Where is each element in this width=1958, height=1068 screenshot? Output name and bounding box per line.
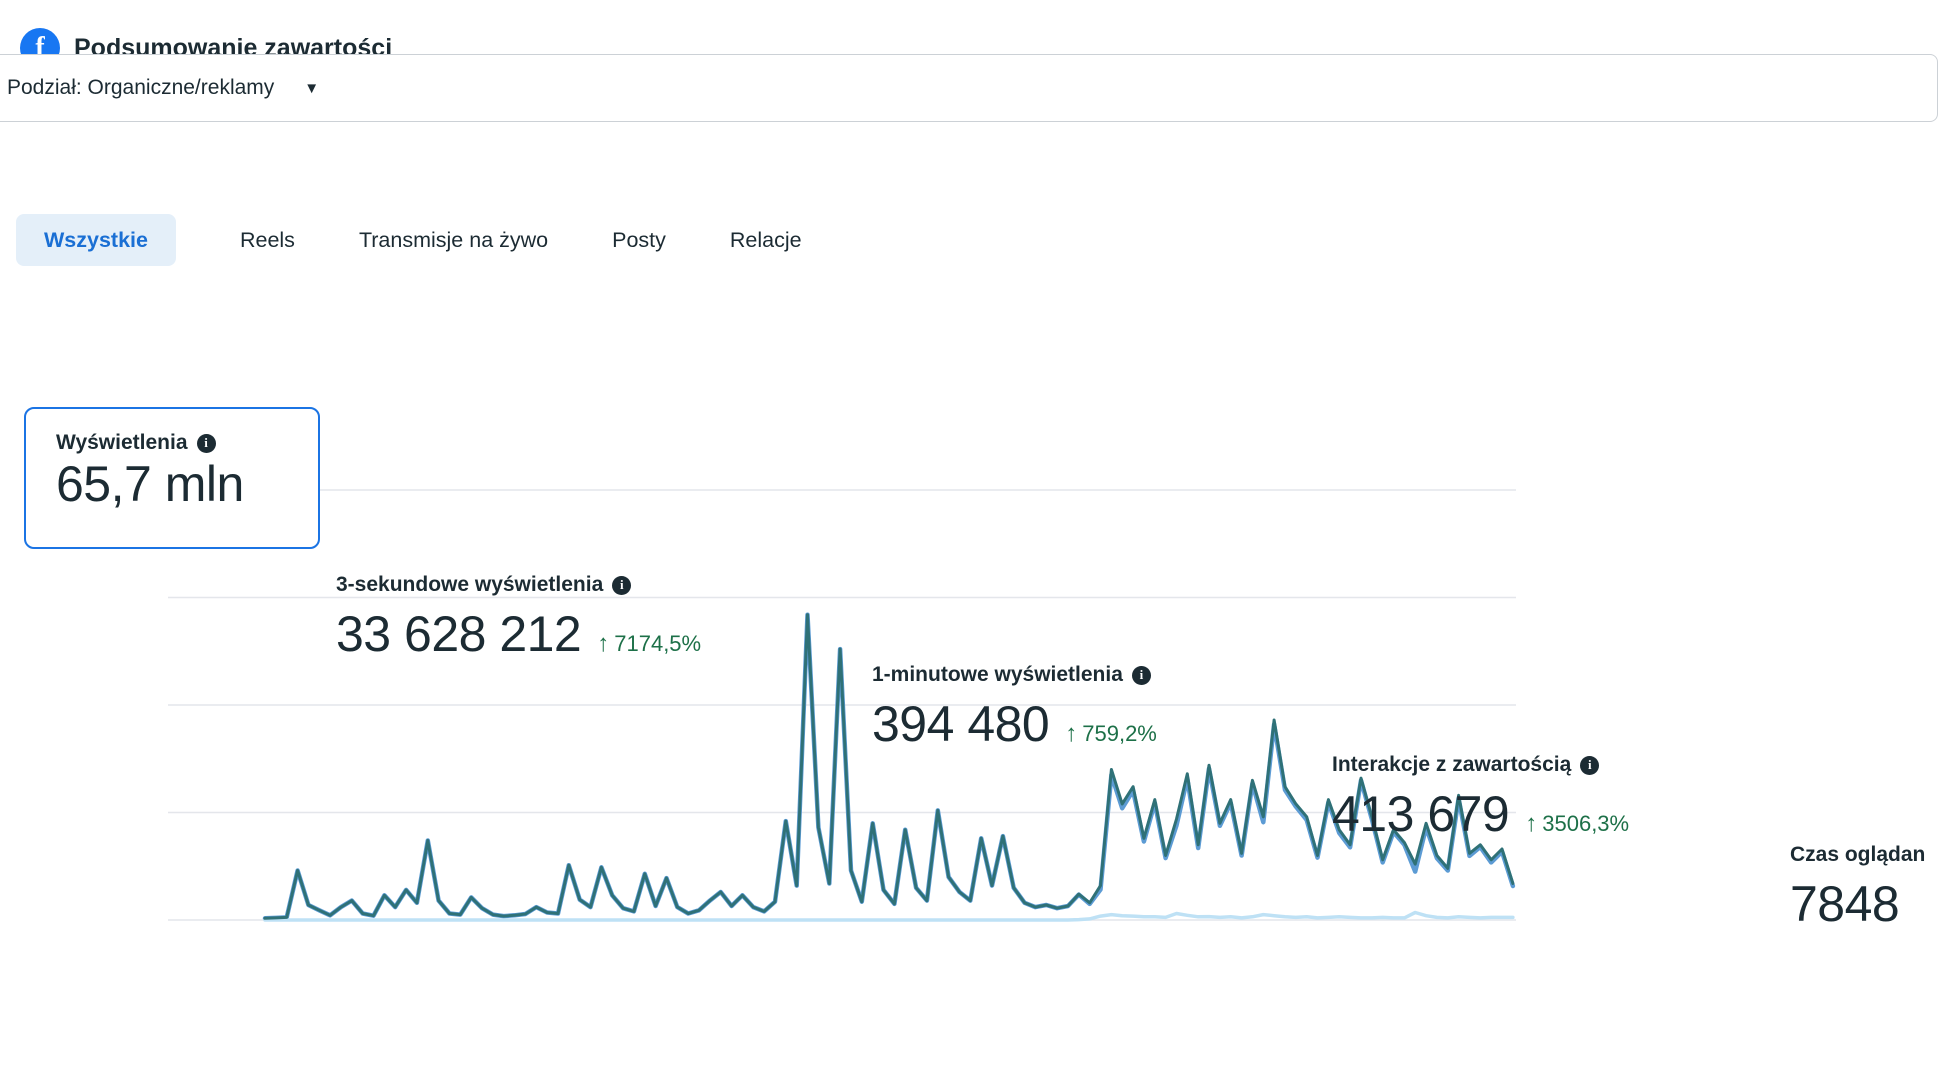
metric-card-3s-wyswietlenia[interactable]: 3-sekundowe wyświetlenia i 33 628 212 ↑ … [336,573,1958,663]
tab-relacje[interactable]: Relacje [729,228,802,252]
metric-label: Wyświetlenia i [56,431,318,455]
metric-label: Interakcje z zawartością i [1332,753,1958,777]
metric-value: 394 480 [872,696,1050,752]
metric-label-text: 3-sekundowe wyświetlenia [336,573,604,596]
metric-delta: ↑ 7174,5% [597,630,701,658]
metric-label-text: Czas oglądan [1790,843,1926,866]
metric-value: 413 679 [1332,786,1510,842]
metric-label-text: Interakcje z zawartością [1332,753,1572,776]
metric-card-1min-wyswietlenia[interactable]: 1-minutowe wyświetlenia i 394 480 ↑ 759,… [872,663,1958,753]
metric-value: 7848 [1790,876,1900,932]
metric-card-wyswietlenia[interactable]: Wyświetlenia i 65,7 mln [24,407,320,549]
metric-value: 33 628 212 [336,606,582,662]
metric-label: 3-sekundowe wyświetlenia i [336,573,1958,597]
content-type-tabs: Wszystkie Reels Transmisje na żywo Posty… [16,214,1958,266]
split-filter-label: Podział: Organiczne/reklamy [7,76,275,99]
tab-reels[interactable]: Reels [239,228,295,252]
metric-delta: ↑ 759,2% [1065,720,1157,748]
up-arrow-icon: ↑ [1065,720,1078,747]
chevron-down-icon: ▼ [304,79,320,97]
info-icon[interactable]: i [196,433,216,453]
tab-transmisje-na-zywo[interactable]: Transmisje na żywo [358,228,549,252]
delta-percent: 759,2% [1082,721,1157,746]
metric-card-interakcje[interactable]: Interakcje z zawartością i 413 679 ↑ 350… [1332,753,1958,843]
metric-value: 65,7 mln [56,456,244,512]
info-icon[interactable]: i [1580,755,1600,775]
metric-label-text: 1-minutowe wyświetlenia [872,663,1123,686]
up-arrow-icon: ↑ [597,630,610,657]
info-icon[interactable]: i [612,575,632,595]
tab-wszystkie[interactable]: Wszystkie [16,214,176,266]
up-arrow-icon: ↑ [1525,810,1538,837]
metric-delta: ↑ 3506,3% [1525,810,1629,838]
metric-label: 1-minutowe wyświetlenia i [872,663,1958,687]
tab-posty[interactable]: Posty [612,228,666,252]
metric-label-text: Wyświetlenia [56,431,188,454]
info-icon[interactable]: i [1131,665,1151,685]
metric-card-czas-ogladania[interactable]: Czas oglądan 7848 [1790,843,1958,933]
split-filter-dropdown[interactable]: Podział: Organiczne/reklamy ▼ [0,54,1938,122]
delta-percent: 7174,5% [614,631,702,656]
metric-label: Czas oglądan [1790,843,1958,867]
delta-percent: 3506,3% [1542,811,1630,836]
